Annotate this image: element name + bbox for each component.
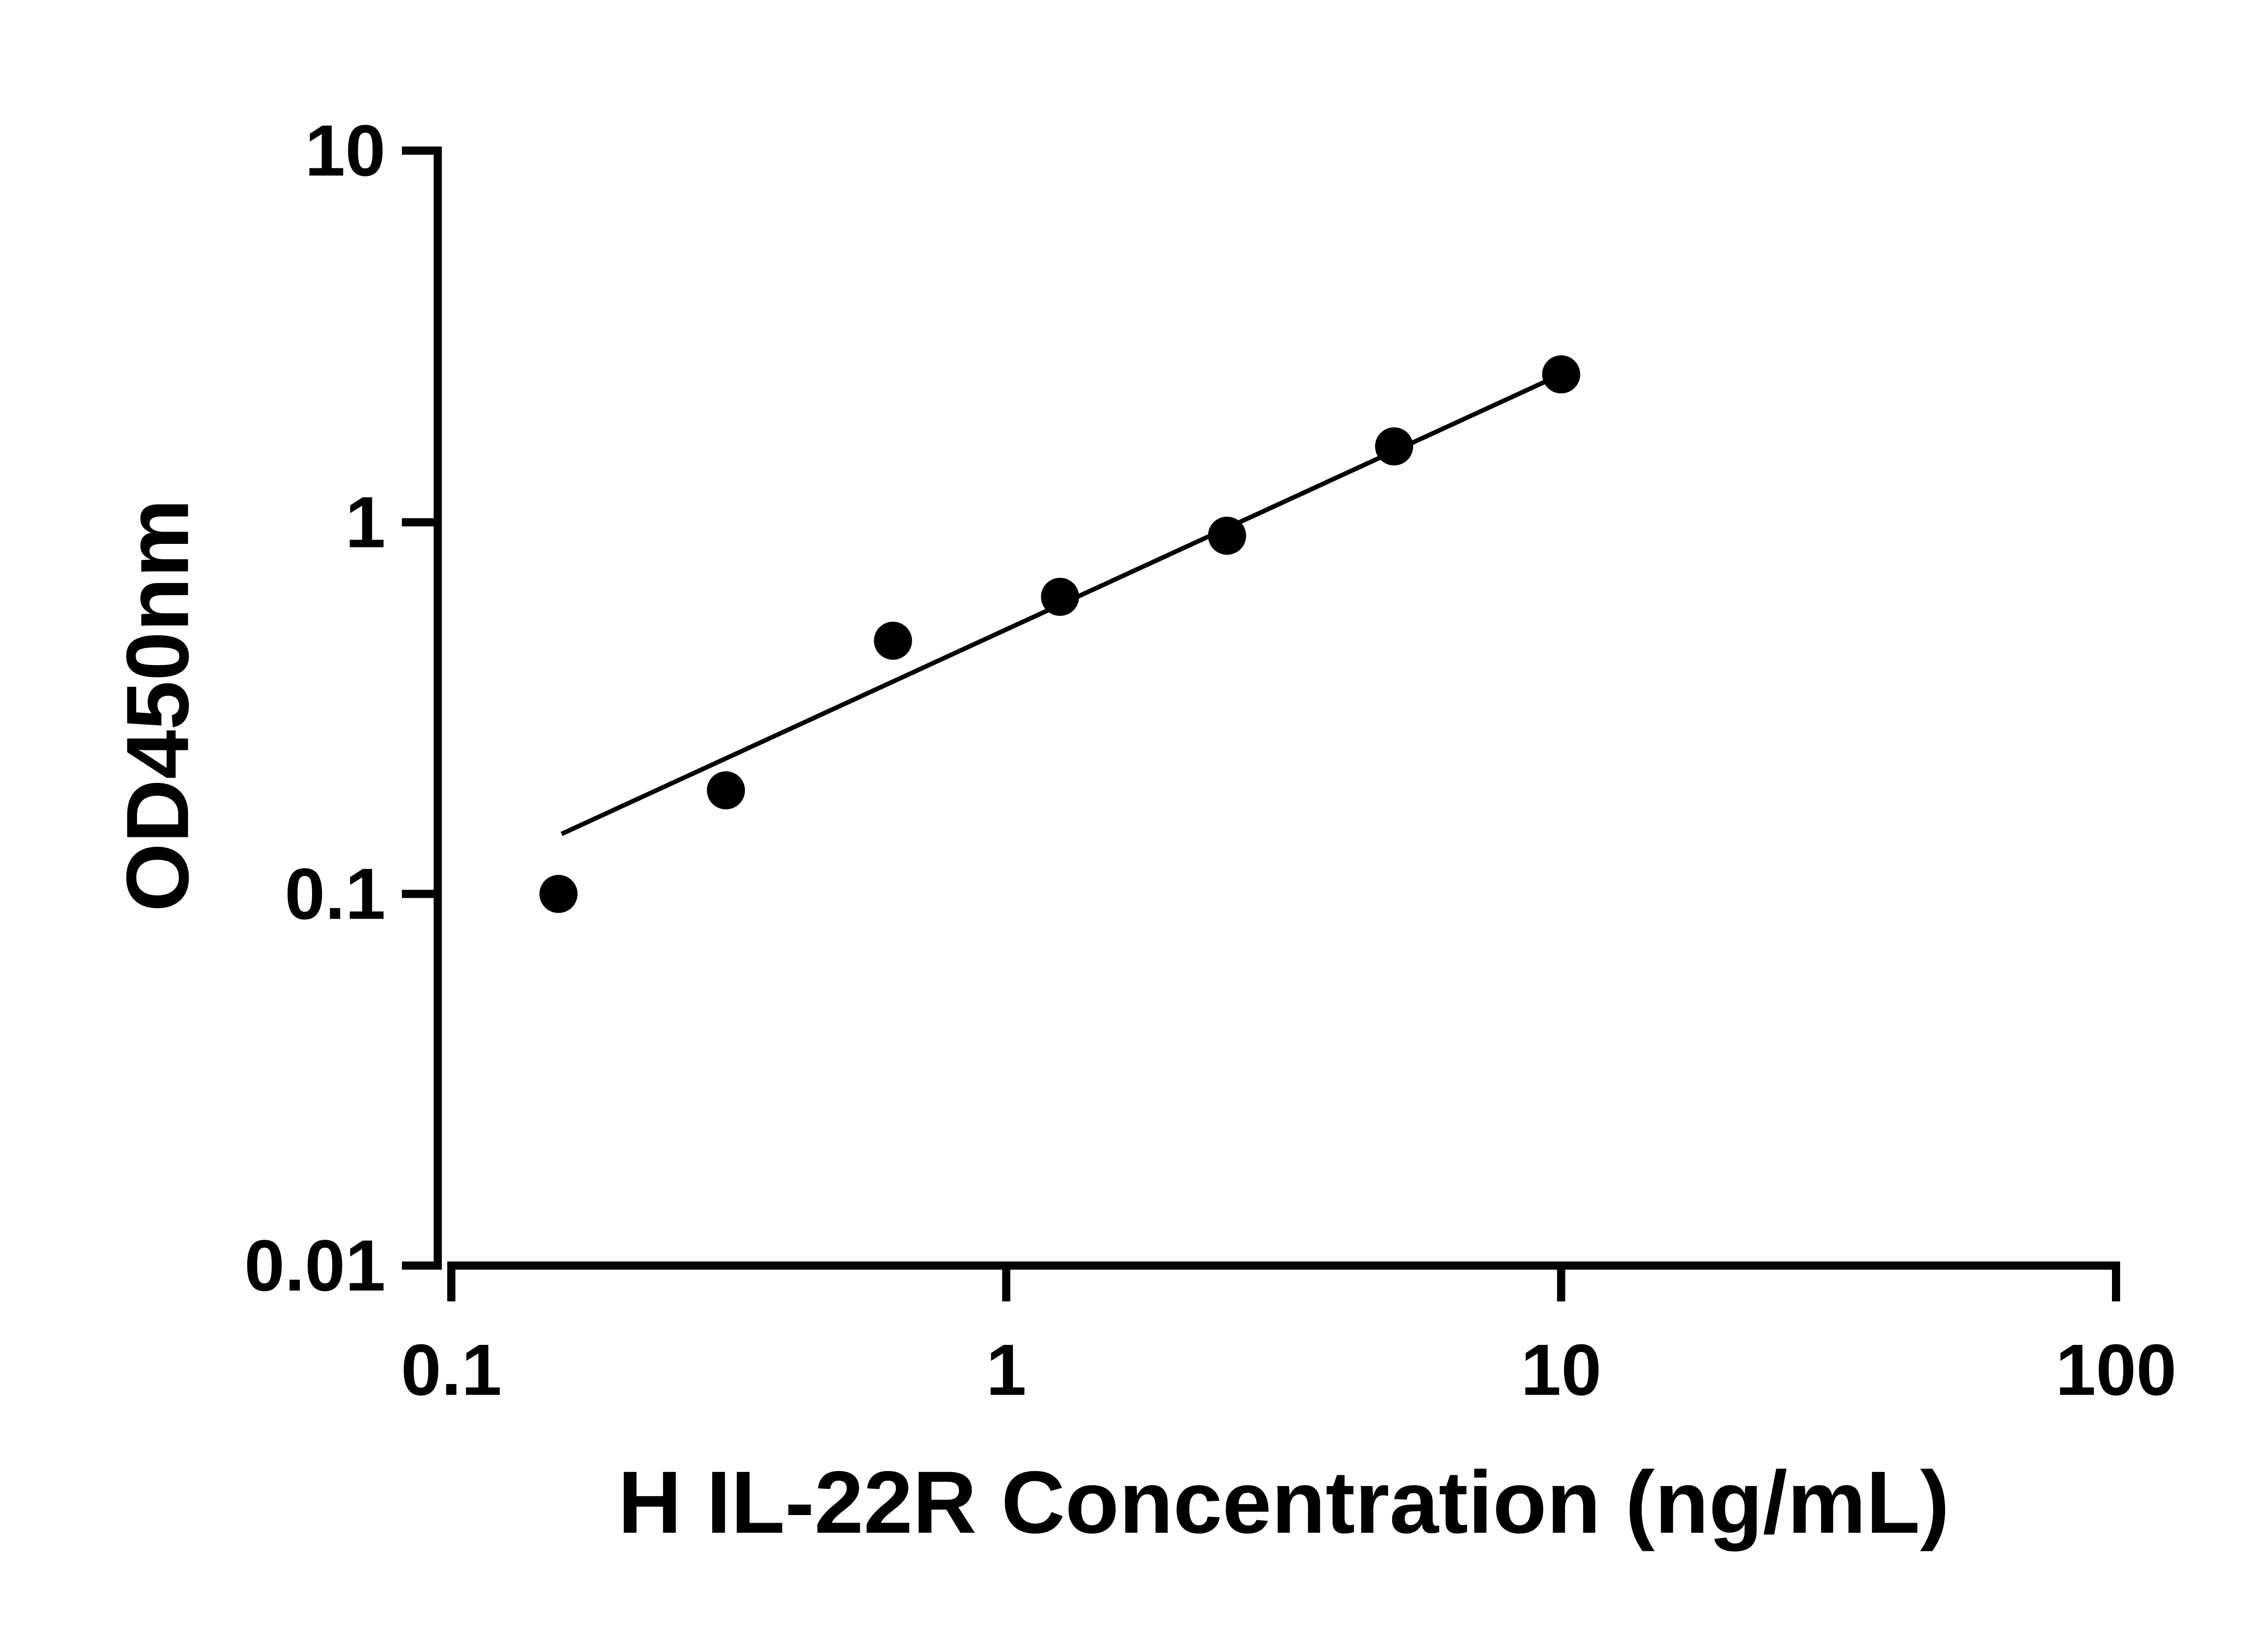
x-tick-label: 0.1 — [401, 1329, 502, 1410]
data-point — [874, 621, 912, 660]
data-point — [539, 875, 578, 913]
x-axis-title: H IL-22R Concentration (ng/mL) — [618, 1453, 1950, 1552]
data-point — [1041, 577, 1079, 616]
y-tick-label: 0.1 — [285, 853, 386, 934]
y-tick-label: 0.01 — [244, 1225, 386, 1306]
data-point — [1375, 427, 1413, 466]
y-tick-label: 1 — [345, 481, 386, 562]
x-tick-label: 10 — [1521, 1329, 1602, 1410]
data-point — [1208, 517, 1246, 555]
data-point — [707, 771, 745, 810]
y-tick-label: 10 — [305, 110, 386, 191]
x-tick-label: 100 — [2056, 1329, 2177, 1410]
x-tick-label: 1 — [986, 1329, 1026, 1410]
data-point — [1542, 355, 1580, 394]
y-axis-title: OD450nm — [108, 499, 207, 912]
